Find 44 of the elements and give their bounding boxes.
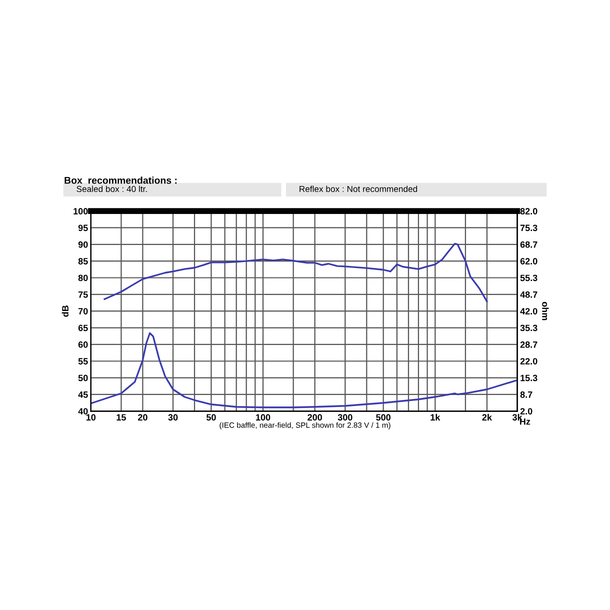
y-tick-label: 45 — [78, 392, 88, 398]
y2-tick-label: 2.0 — [520, 408, 532, 414]
x-tick-label: 1k — [430, 414, 440, 420]
y2-tick-label: 55.3 — [520, 274, 538, 282]
chart-title: Box recommendations : — [64, 176, 177, 184]
y-tick-label: 100 — [74, 208, 88, 214]
y2-tick-label: 48.7 — [520, 291, 538, 298]
y2-tick-label: 28.7 — [520, 341, 538, 348]
y2-tick-label: 15.3 — [520, 374, 538, 382]
x-tick-label: 3k — [512, 414, 522, 421]
y2-tick-label: 62.0 — [520, 258, 538, 264]
x-tick-label: 100 — [256, 414, 270, 421]
x-axis-title: Hz — [520, 418, 530, 425]
y-tick-label: 40 — [78, 408, 88, 414]
y-tick-label: 50 — [78, 374, 88, 382]
x-tick-label: 300 — [338, 414, 352, 421]
y2-tick-label: 8.7 — [520, 391, 532, 398]
x-tick-label: 500 — [376, 414, 390, 421]
y-tick-label: 85 — [78, 258, 88, 264]
y2-tick-label: 75.3 — [520, 224, 538, 232]
y2-tick-label: 82.0 — [520, 208, 538, 214]
x-tick-label: 20 — [138, 414, 148, 421]
y-tick-label: 80 — [78, 274, 88, 282]
y2-tick-label: 22.0 — [520, 358, 538, 364]
text: Reflex box : Not recommended — [300, 186, 418, 192]
y-tick-label: 95 — [78, 224, 88, 232]
y-tick-label: 65 — [78, 324, 88, 332]
y2-tick-label: 68.7 — [520, 241, 538, 248]
y-tick-label: 70 — [78, 308, 88, 314]
y-tick-label: 90 — [78, 241, 88, 248]
y-axis-title: dB — [62, 305, 68, 317]
x-tick-label: 10 — [86, 414, 96, 421]
y2-tick-label: 42.0 — [520, 308, 538, 314]
x-tick-label: 2k — [482, 414, 492, 420]
y2-tick-label: 35.3 — [520, 324, 538, 332]
x-tick-label: 30 — [168, 414, 178, 421]
x-tick-label: 200 — [308, 414, 322, 421]
x-tick-label: 15 — [116, 414, 126, 421]
x-tick-label: 50 — [206, 414, 216, 421]
y-tick-label: 55 — [78, 358, 88, 364]
y-tick-label: 60 — [78, 341, 88, 348]
y-tick-label: 75 — [78, 291, 88, 298]
text: Sealed box : 40 ltr. — [76, 186, 147, 192]
y2-axis-title: ohm — [542, 302, 549, 320]
